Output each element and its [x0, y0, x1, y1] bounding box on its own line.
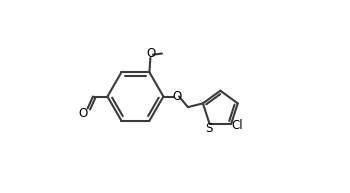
- Text: S: S: [205, 122, 212, 135]
- Text: O: O: [146, 47, 155, 60]
- Text: Cl: Cl: [231, 119, 243, 132]
- Text: O: O: [173, 90, 182, 103]
- Text: O: O: [79, 107, 88, 120]
